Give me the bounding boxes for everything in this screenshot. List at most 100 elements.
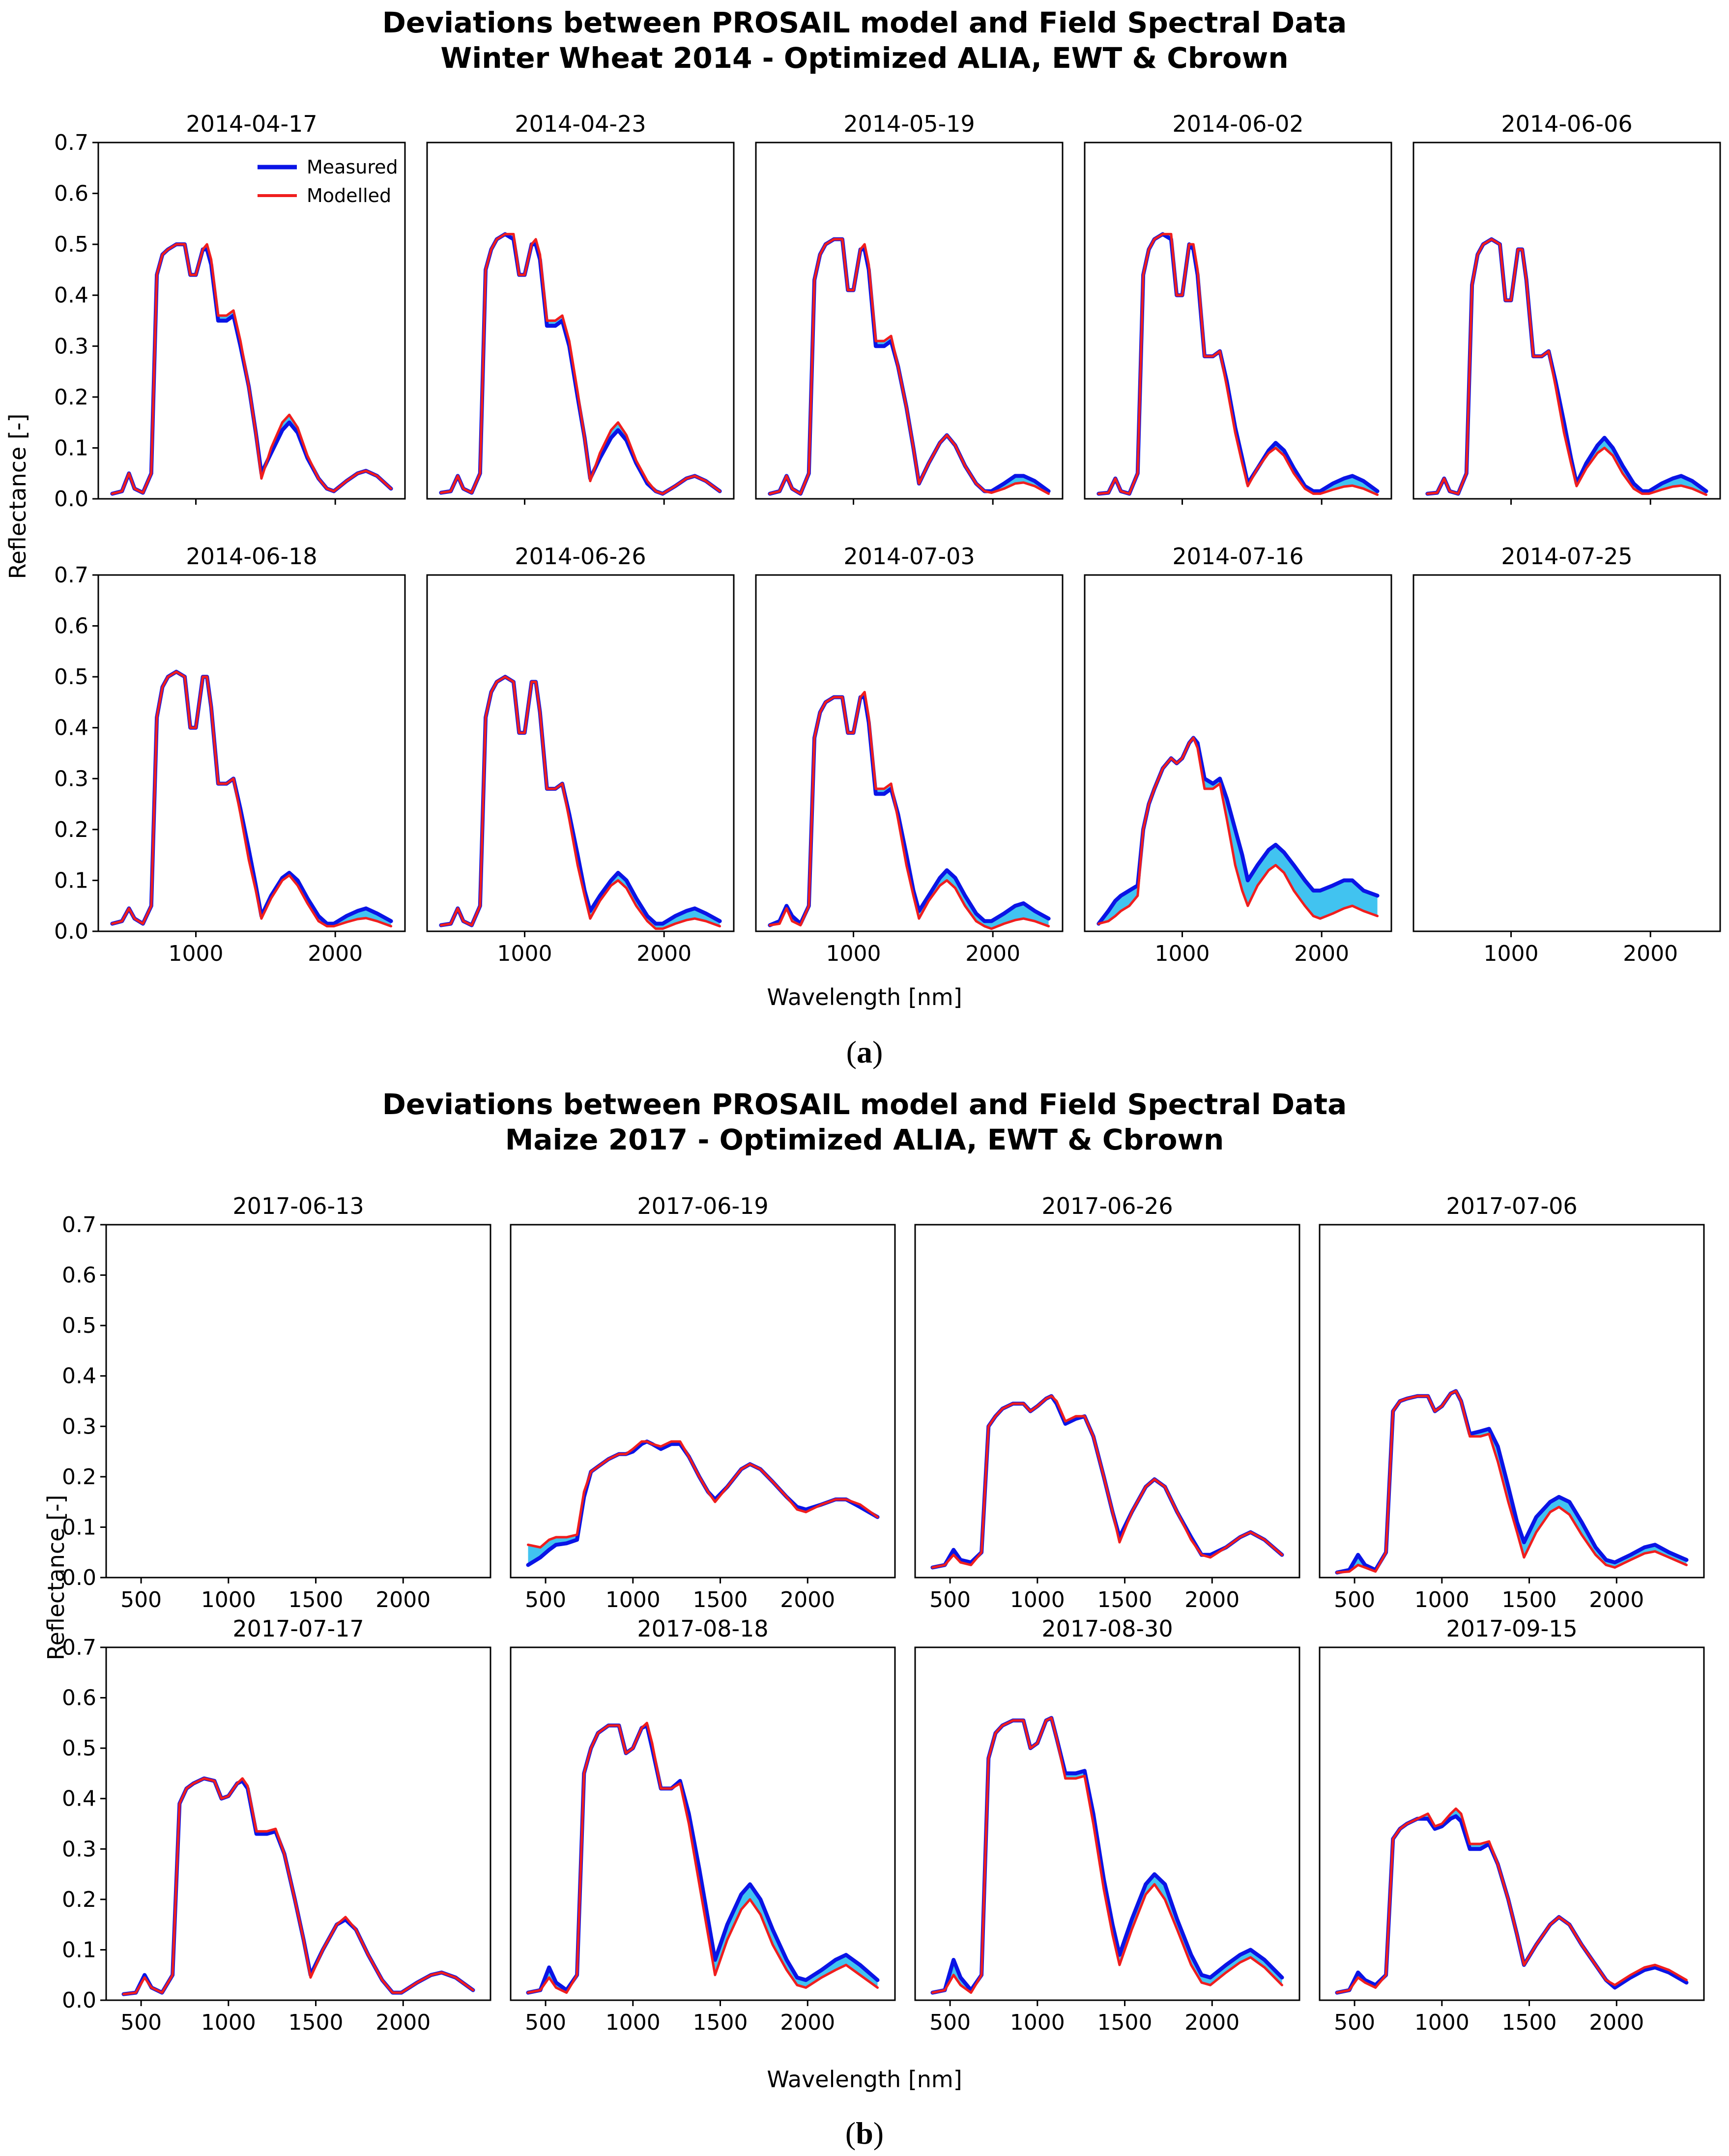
subplot-title: 2017-07-17	[232, 1615, 364, 1642]
figure-b-xlabel: Wavelength [nm]	[767, 2066, 962, 2093]
x-tick-label: 2000	[780, 1587, 835, 1612]
subplot-b-3: 2017-06-26 500 1000 1500 2000	[914, 1193, 1300, 1612]
subplot-frame	[914, 1646, 1300, 2001]
y-tick-label: 0.1	[54, 435, 88, 460]
figure-a-panel-label: (a)	[846, 1035, 883, 1069]
subplot-frame	[510, 1224, 896, 1579]
x-tick-label: 2000	[636, 941, 692, 966]
x-tick-label: 1500	[288, 2010, 344, 2035]
subplot-frame	[1084, 142, 1392, 500]
modelled-line	[768, 238, 1050, 495]
x-tick-label: 500	[120, 2010, 162, 2035]
y-tick-label: 0.2	[62, 1465, 96, 1490]
subplot-b-8: 2017-09-15 500 1000 1500 2000	[1319, 1615, 1705, 2035]
subplot-frame	[97, 574, 406, 932]
x-tick-label: 2000	[965, 941, 1020, 966]
subplot-frame	[105, 1224, 491, 1579]
modelled-line	[768, 690, 1050, 930]
subplot-a-7: 2014-06-26 1000 2000	[426, 543, 735, 966]
subplot-frame	[1319, 1646, 1705, 2001]
x-tick-label: 1000	[1010, 2010, 1065, 2035]
y-tick-label: 0.4	[62, 1364, 96, 1389]
x-tick-label: 1500	[693, 1587, 748, 1612]
subplot-b-5: 2017-07-17 0.0 0.1 0.2 0.3 0.4 0.5 0.6 0.7 500 100…	[62, 1615, 491, 2035]
figure-a-ylabel: Reflectance [-]	[4, 414, 31, 579]
modelled-line	[527, 1440, 879, 1549]
x-tick-label: 1000	[497, 941, 552, 966]
legend: Measured Modelled	[258, 156, 398, 206]
modelled-line	[1097, 736, 1379, 925]
subplot-b-4: 2017-07-06 500 1000 1500 2000	[1319, 1193, 1705, 1612]
y-tick-label: 0.4	[54, 716, 88, 741]
x-tick-label: 1000	[1414, 1587, 1470, 1612]
y-tick-label: 0.5	[54, 664, 88, 690]
subplot-a-9: 2014-07-16 1000 2000	[1084, 543, 1392, 966]
subplot-b-7: 2017-08-30 500 1000 1500 2000	[914, 1615, 1300, 2035]
x-tick-label: 1000	[201, 1587, 256, 1612]
subplot-a-3: 2014-05-19	[755, 111, 1064, 505]
y-tick-label: 0.6	[62, 1263, 96, 1288]
subplot-a-8: 2014-07-03 1000 2000	[755, 543, 1064, 966]
subplot-frame	[755, 142, 1064, 500]
legend-modelled-label: Modelled	[307, 185, 391, 206]
figure-b-panel-letter: b	[856, 2116, 873, 2151]
x-tick-label: 2000	[375, 2010, 431, 2035]
x-tick-label: 2000	[1184, 1587, 1239, 1612]
x-tick-label: 1000	[201, 2010, 256, 2035]
x-tick-label: 1500	[1502, 1587, 1557, 1612]
subplot-title: 2017-07-06	[1446, 1193, 1577, 1219]
x-tick-label: 2000	[1589, 1587, 1644, 1612]
y-tick-label: 0.4	[54, 283, 88, 308]
x-tick-label: 1000	[826, 941, 881, 966]
modelled-line	[1336, 1807, 1688, 1994]
y-tick-label: 0.1	[62, 1937, 96, 1962]
subplot-a-6: 2014-06-18 0.0 0.1 0.2 0.3 0.4 0.5 0.6 0.7 1000 20…	[54, 543, 406, 966]
x-tick-label: 500	[525, 1587, 566, 1612]
x-tick-label: 1000	[169, 941, 224, 966]
subplot-a-1: 2014-04-17 0.0 0.1 0.2 0.3 0.4 0.5 0.6 0.7 Measur…	[54, 111, 406, 512]
y-tick-label: 0.3	[62, 1414, 96, 1439]
x-tick-label: 1500	[1097, 2010, 1153, 2035]
modelled-line	[1426, 238, 1708, 496]
x-tick-label: 1500	[288, 1587, 344, 1612]
y-tick-label: 0.6	[62, 1686, 96, 1711]
x-tick-label: 1500	[693, 2010, 748, 2035]
subplot-frame	[1319, 1224, 1705, 1579]
subplot-title: 2017-08-30	[1041, 1615, 1173, 1642]
y-tick-label: 0.2	[54, 385, 88, 410]
figure-a-panel-letter: a	[857, 1035, 872, 1069]
modelled-line	[439, 232, 721, 495]
y-tick-label: 0.7	[62, 1635, 96, 1660]
figure-a-title-line1: Deviations between PROSAIL model and Fie…	[382, 6, 1347, 39]
x-tick-label: 2000	[308, 941, 363, 966]
subplot-title: 2014-06-18	[186, 543, 317, 570]
figure-a-grid: 2014-04-17 0.0 0.1 0.2 0.3 0.4 0.5 0.6 0.7 Measur…	[54, 111, 1721, 966]
x-tick-label: 2000	[1294, 941, 1349, 966]
x-tick-label: 500	[929, 2010, 971, 2035]
modelled-line	[1336, 1390, 1688, 1574]
subplot-frame	[105, 1646, 491, 2001]
y-tick-label: 0.3	[54, 766, 88, 791]
x-tick-label: 500	[120, 1587, 162, 1612]
x-tick-label: 1500	[1097, 1587, 1153, 1612]
subplot-a-5: 2014-06-06	[1412, 111, 1721, 505]
legend-measured-label: Measured	[307, 156, 398, 178]
x-tick-label: 2000	[1184, 2010, 1239, 2035]
subplot-frame	[1412, 142, 1721, 500]
subplot-title: 2014-07-16	[1172, 543, 1303, 570]
x-tick-label: 1000	[1484, 941, 1539, 966]
subplot-frame	[426, 574, 735, 932]
subplot-frame	[510, 1646, 896, 2001]
subplot-b-2: 2017-06-19 500 1000 1500 2000	[510, 1193, 896, 1612]
subplot-b-6: 2017-08-18 500 1000 1500 2000	[510, 1615, 896, 2035]
y-tick-label: 0.6	[54, 614, 88, 639]
y-tick-label: 0.0	[54, 919, 88, 944]
y-tick-label: 0.0	[62, 1565, 96, 1590]
x-tick-label: 2000	[1589, 2010, 1644, 2035]
y-tick-label: 0.0	[62, 1988, 96, 2013]
y-tick-label: 0.7	[62, 1212, 96, 1237]
subplot-title: 2017-06-13	[232, 1193, 364, 1219]
x-tick-label: 2000	[1623, 941, 1678, 966]
